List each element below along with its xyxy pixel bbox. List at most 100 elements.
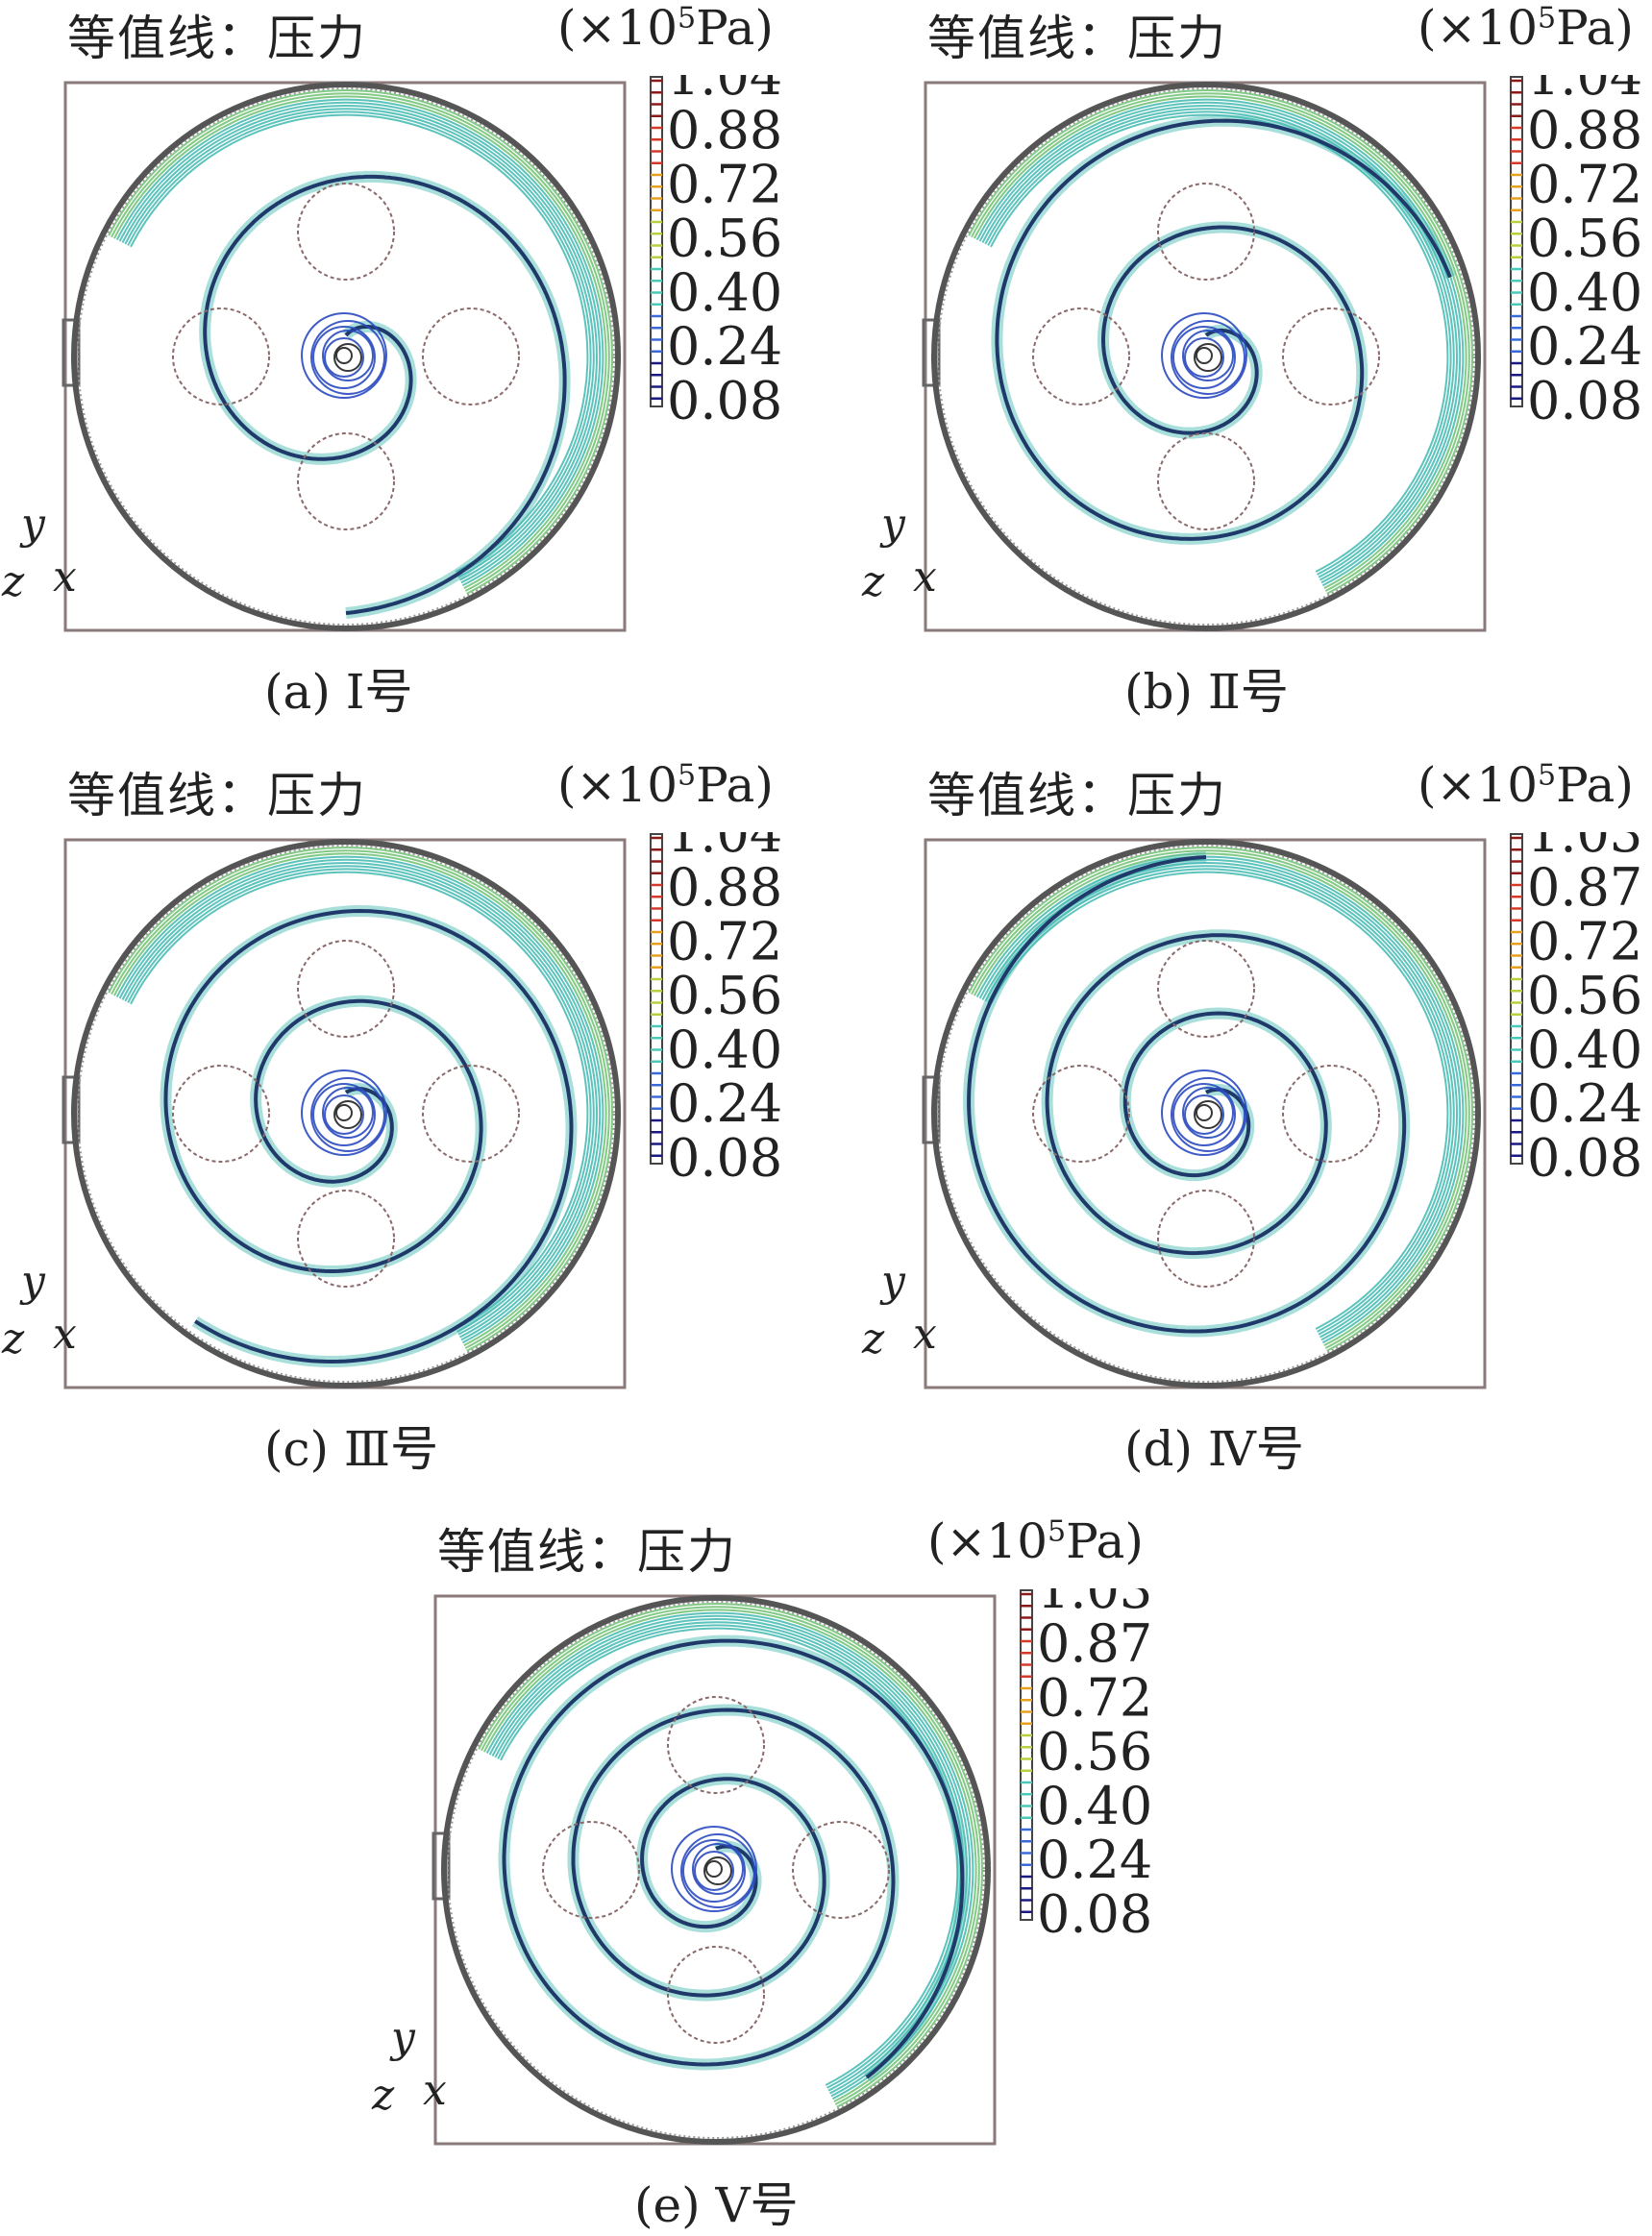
colorbar-tick-label: 0.72 bbox=[1527, 911, 1642, 971]
center-vortex bbox=[671, 1826, 757, 1912]
outer-wall bbox=[931, 82, 1481, 631]
unit-label: (×105Pa) bbox=[1418, 757, 1634, 813]
outer-contour-band bbox=[968, 847, 1473, 1352]
panel-caption: (e) Ⅴ号 bbox=[634, 2177, 799, 2233]
colorbar-tick-label: 0.40 bbox=[1527, 262, 1642, 323]
colorbar-tick-label: 0.08 bbox=[1527, 1127, 1642, 1188]
axis-label-y-text: y bbox=[881, 500, 905, 549]
unit-prefix: (×10 bbox=[557, 0, 678, 56]
outer-wall bbox=[71, 82, 621, 631]
unit-label: (×105Pa) bbox=[1418, 0, 1634, 56]
axis-label-z: z bbox=[862, 557, 885, 606]
colorbar-tick-label: 0.08 bbox=[667, 370, 782, 430]
outer-contour-band bbox=[108, 89, 613, 595]
colorbar-tick-label: 0.40 bbox=[667, 262, 782, 323]
colorbar-tick-label: 0.40 bbox=[1527, 1020, 1642, 1080]
outer-wall bbox=[441, 1595, 991, 2145]
colorbar-tick-label: 0.88 bbox=[667, 857, 782, 918]
panel-title: 等值线：压力 bbox=[67, 11, 367, 66]
dashed-holes bbox=[172, 940, 520, 1288]
unit-label: (×105Pa) bbox=[557, 0, 774, 56]
unit-prefix: (×10 bbox=[1418, 757, 1539, 813]
panel-caption: (d) Ⅳ号 bbox=[1124, 1421, 1304, 1477]
center-vortex bbox=[1161, 1069, 1247, 1156]
spiral-baffle bbox=[502, 1638, 965, 2079]
unit-exponent: 5 bbox=[1538, 758, 1557, 793]
unit-exponent: 5 bbox=[678, 758, 697, 793]
panel-title: 等值线：压力 bbox=[437, 1524, 737, 1580]
colorbar: 1.040.880.720.560.400.240.08 bbox=[650, 75, 782, 430]
colorbar: 1.040.880.720.560.400.240.08 bbox=[650, 832, 782, 1188]
contour-plot: 1.040.880.720.560.400.240.08y bbox=[922, 75, 1642, 632]
center-vortex bbox=[301, 1069, 387, 1156]
axis-label-z: z bbox=[2, 1315, 25, 1364]
axis-label-x: x bbox=[53, 553, 77, 602]
colorbar-tick-label: 1.03 bbox=[1037, 1588, 1152, 1620]
outer-contour-band bbox=[478, 1603, 983, 2108]
colorbar-tick-label: 0.72 bbox=[667, 911, 782, 971]
panel-caption: (b) Ⅱ号 bbox=[1124, 664, 1289, 720]
colorbar-tick-label: 0.24 bbox=[667, 316, 782, 377]
colorbar-tick-label: 0.24 bbox=[667, 1073, 782, 1134]
colorbar-tick-label: 0.56 bbox=[1527, 209, 1642, 269]
outer-wall bbox=[931, 839, 1481, 1388]
colorbar-tick-label: 0.40 bbox=[667, 1020, 782, 1080]
dashed-holes bbox=[172, 183, 520, 530]
colorbar-tick-label: 0.56 bbox=[1527, 966, 1642, 1026]
panel-caption: (a) Ⅰ号 bbox=[264, 664, 413, 720]
unit-exponent: 5 bbox=[678, 1, 697, 36]
dashed-holes bbox=[542, 1696, 890, 2044]
colorbar-tick-label: 0.87 bbox=[1527, 857, 1642, 918]
colorbar-tick-label: 1.04 bbox=[1527, 75, 1642, 107]
colorbar: 1.030.870.720.560.400.240.08 bbox=[1020, 1588, 1152, 1944]
colorbar: 1.040.880.720.560.400.240.08 bbox=[1510, 75, 1642, 430]
colorbar-tick-label: 0.24 bbox=[1037, 1830, 1152, 1890]
axis-label-y-text: y bbox=[391, 2013, 415, 2062]
outer-wall bbox=[71, 839, 621, 1388]
unit-exponent: 5 bbox=[1048, 1514, 1067, 1549]
outer-contour-band bbox=[108, 847, 613, 1352]
colorbar: 1.030.870.720.560.400.240.08 bbox=[1510, 832, 1642, 1188]
unit-prefix: (×10 bbox=[927, 1513, 1048, 1569]
unit-suffix: Pa) bbox=[696, 0, 774, 56]
panel-caption: (c) Ⅲ号 bbox=[264, 1421, 439, 1477]
axis-label-z: z bbox=[2, 557, 25, 606]
colorbar-tick-label: 0.88 bbox=[1527, 100, 1642, 160]
axis-label-z: z bbox=[862, 1315, 885, 1364]
axis-label-z: z bbox=[372, 2071, 395, 2120]
panel-title: 等值线：压力 bbox=[67, 768, 367, 823]
center-vortex bbox=[301, 312, 387, 399]
contour-plot: 1.030.870.720.560.400.240.08y bbox=[922, 832, 1642, 1389]
colorbar-tick-label: 1.03 bbox=[1527, 832, 1642, 864]
axis-label-x: x bbox=[913, 553, 937, 602]
panel-e: 等值线：压力 (×105Pa) 1.03 0.87 0.72 0.56 0.40 0.24 0.… bbox=[372, 1513, 1177, 2233]
panel-b: 等值线：压力 (×105Pa) 1.04 0.88 0.72 0.56 0.40 0.24 0.… bbox=[862, 0, 1648, 720]
unit-label: (×105Pa) bbox=[927, 1513, 1144, 1569]
spiral-baffle bbox=[163, 908, 574, 1364]
colorbar-tick-label: 0.56 bbox=[667, 966, 782, 1026]
panel-d: 等值线：压力 (×105Pa) 1.03 0.87 0.72 0.56 0.40 0.24 0.… bbox=[862, 757, 1648, 1477]
unit-prefix: (×10 bbox=[1418, 0, 1539, 56]
dashed-holes bbox=[1032, 940, 1380, 1288]
unit-exponent: 5 bbox=[1538, 1, 1557, 36]
colorbar-tick-label: 0.87 bbox=[1037, 1613, 1152, 1674]
unit-suffix: Pa) bbox=[1066, 1513, 1144, 1569]
colorbar-tick-label: 0.24 bbox=[1527, 1073, 1642, 1134]
colorbar-tick-label: 0.88 bbox=[667, 100, 782, 160]
colorbar-tick-label: 0.08 bbox=[667, 1127, 782, 1188]
colorbar-tick-label: 0.56 bbox=[1037, 1722, 1152, 1782]
outer-contour-band bbox=[968, 89, 1473, 595]
contour-plot: 1.030.870.720.560.400.240.08y bbox=[431, 1588, 1152, 2146]
axis-label-y-text: y bbox=[21, 500, 45, 549]
colorbar-tick-label: 0.72 bbox=[1527, 154, 1642, 214]
axis-label-y-text: y bbox=[21, 1257, 45, 1306]
axis-label-x: x bbox=[913, 1310, 937, 1359]
contour-plot: 1.040.880.720.560.400.240.08y bbox=[62, 75, 782, 632]
panel-title: 等值线：压力 bbox=[927, 11, 1227, 66]
dashed-holes bbox=[1032, 183, 1380, 530]
center-vortex bbox=[1161, 312, 1247, 399]
panel-title: 等值线：压力 bbox=[927, 768, 1227, 823]
panel-c: 等值线：压力 (×105Pa) 1.04 0.88 0.72 0.56 0.40 0.24 0.… bbox=[2, 757, 807, 1477]
unit-suffix: Pa) bbox=[1556, 757, 1634, 813]
unit-label: (×105Pa) bbox=[557, 757, 774, 813]
